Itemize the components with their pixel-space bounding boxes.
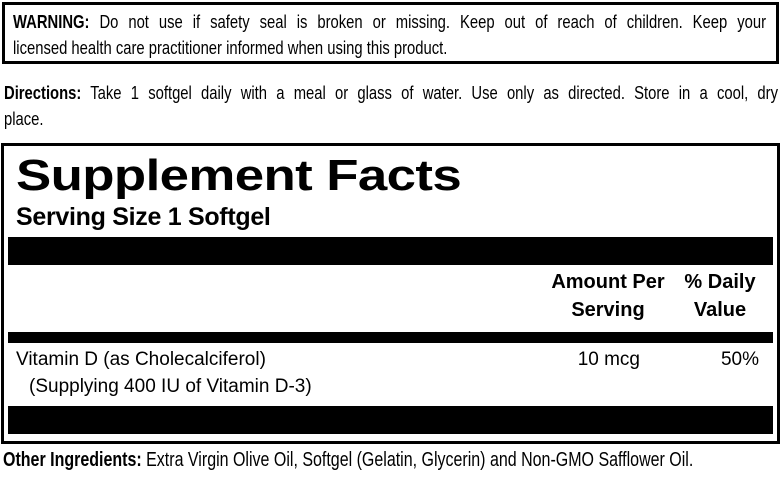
- ingredient-amount: 10 mcg: [577, 349, 640, 370]
- warning-box: WARNING: Do not use if safety seal is br…: [2, 2, 779, 64]
- header-spacer: [8, 268, 525, 324]
- percent-daily-value-header: % Daily Value: [684, 271, 756, 321]
- warning-label: WARNING:: [13, 11, 90, 32]
- ingredient-daily-value: 50%: [720, 349, 759, 370]
- ingredient-name: Vitamin D (as Cholecalciferol): [16, 349, 266, 370]
- warning-line-1: WARNING: Do not use if safety seal is br…: [13, 9, 766, 35]
- separator-bar-thick-bottom: [8, 406, 773, 434]
- other-ingredients-block: Other Ingredients: Extra Virgin Olive Oi…: [3, 447, 781, 473]
- directions-block: Directions: Take 1 softgel daily with a …: [4, 80, 778, 132]
- table-row-vitamin-d: Vitamin D (as Cholecalciferol) (Supplyin…: [8, 346, 773, 400]
- column-header-row: Amount Per Serving % Daily Value: [8, 268, 773, 324]
- serving-size: Serving Size 1 Softgel: [16, 203, 271, 231]
- directions-text-1: Take 1 softgel daily with a meal or glas…: [90, 82, 778, 103]
- directions-line-1: Directions: Take 1 softgel daily with a …: [4, 80, 778, 106]
- supplement-facts-panel: Supplement Facts Serving Size 1 Softgel …: [1, 143, 780, 444]
- other-ingredients-label: Other Ingredients:: [3, 449, 142, 471]
- separator-bar-thick-top: [8, 237, 773, 265]
- supplement-facts-title: Supplement Facts: [16, 151, 462, 200]
- warning-text-2: licensed health care practitioner inform…: [13, 37, 448, 58]
- warning-text-1: Do not use if safety seal is broken or m…: [99, 11, 766, 32]
- other-ingredients-text: Extra Virgin Olive Oil, Softgel (Gelatin…: [146, 449, 694, 471]
- ingredient-name-cell: Vitamin D (as Cholecalciferol) (Supplyin…: [8, 346, 525, 400]
- directions-text-2: place.: [4, 108, 44, 129]
- ingredient-detail: (Supplying 400 IU of Vitamin D-3): [29, 376, 312, 397]
- directions-label: Directions:: [4, 82, 82, 103]
- separator-bar-thin: [8, 332, 773, 343]
- amount-per-serving-header: Amount Per Serving: [551, 271, 665, 321]
